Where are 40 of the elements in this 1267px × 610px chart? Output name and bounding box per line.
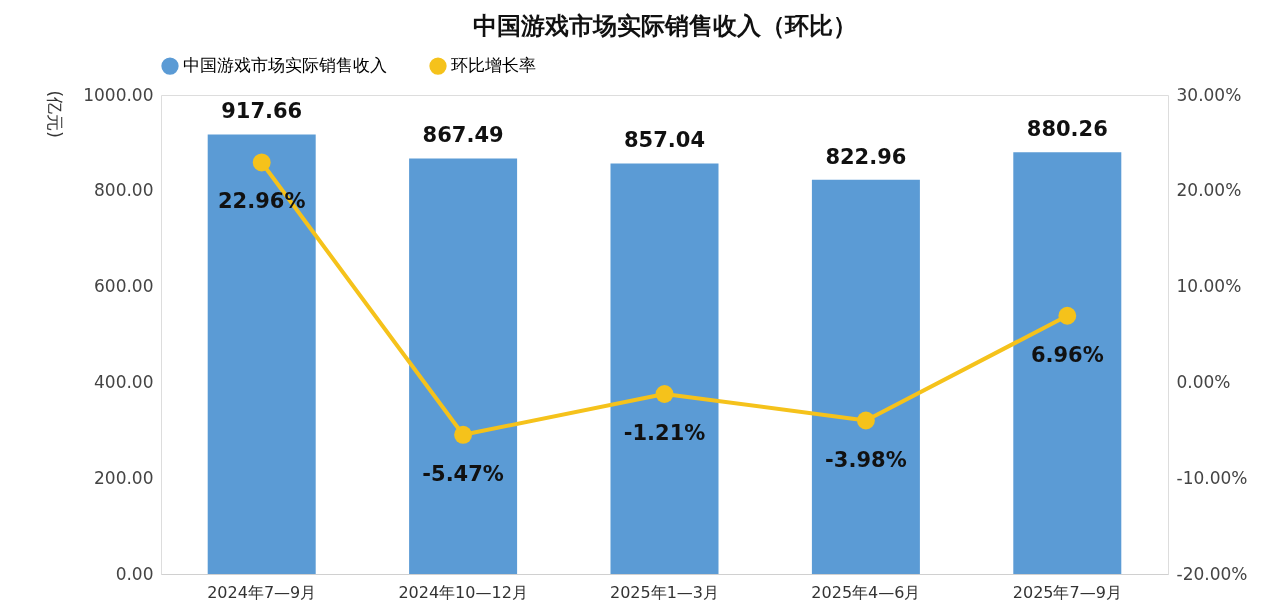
bar — [409, 158, 518, 574]
data-label: 917.66 — [221, 99, 303, 124]
point — [655, 385, 674, 403]
data-label: 822.96 — [825, 144, 907, 169]
y2-tick-label: 20.00% — [1176, 180, 1242, 201]
y-tick-label: 0.00 — [115, 563, 154, 584]
x-tick-label: 2024年10—12月 — [398, 582, 528, 602]
y-tick-label: 600.00 — [94, 276, 154, 297]
data-label: -5.47% — [422, 461, 504, 486]
y-tick-label: 400.00 — [94, 371, 154, 392]
legend-label: 中国游戏市场实际销售收入 — [183, 55, 387, 76]
y2-tick-label: -10.00% — [1176, 467, 1248, 488]
x-tick-label: 2025年1—3月 — [609, 582, 720, 602]
y-tick-label: 200.00 — [94, 467, 154, 488]
chart-title: 中国游戏市场实际销售收入（环比） — [472, 12, 857, 40]
x-tick-label: 2025年4—6月 — [811, 582, 921, 602]
bar — [610, 163, 719, 574]
point — [856, 411, 875, 430]
x-tick-label: 2024年7—9月 — [207, 582, 317, 602]
point — [1058, 306, 1077, 325]
y2-tick-label: 0.00% — [1176, 371, 1231, 392]
bar — [1013, 152, 1122, 574]
data-label: 857.04 — [623, 128, 706, 153]
bar — [207, 134, 316, 574]
y2-tick-label: -20.00% — [1176, 563, 1248, 584]
y-axis-title: (亿元) — [44, 90, 65, 138]
point — [252, 153, 271, 172]
y-tick-label: 800.00 — [94, 180, 154, 201]
y2-tick-label: 30.00% — [1176, 84, 1242, 105]
data-label: -3.98% — [825, 447, 907, 472]
point — [454, 425, 473, 444]
legend-label: 环比增长率 — [451, 55, 536, 76]
y2-tick-label: 10.00% — [1176, 276, 1242, 297]
data-label: 880.26 — [1026, 117, 1108, 142]
x-tick-label: 2025年7—9月 — [1012, 582, 1122, 602]
data-label: -1.21% — [623, 420, 706, 445]
bar — [811, 179, 920, 574]
y-tick-label: 1000.00 — [83, 84, 154, 105]
data-label: 6.96% — [1030, 342, 1104, 367]
data-label: 867.49 — [422, 123, 504, 148]
